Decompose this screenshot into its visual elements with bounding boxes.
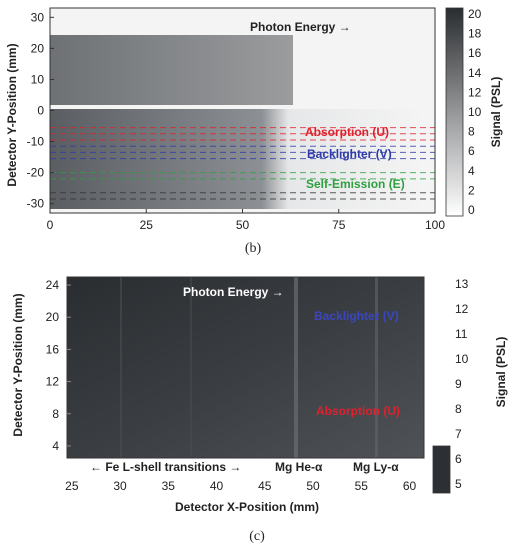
panel-b-colorbar-tick-label: 16: [468, 46, 482, 60]
panel-b-x-tick-label: 0: [47, 218, 54, 232]
panel-c-mg-ly-alpha-label: Mg Ly-α: [353, 460, 399, 474]
panel-b-y-tick-label: 30: [31, 10, 45, 24]
panel-b-x-tick-label: 100: [425, 218, 445, 232]
panel-c-colorbar-ticks: 5 6 7 8 9 10 11 12 13: [455, 277, 469, 491]
panel-b-y-tick-label: 0: [37, 104, 44, 118]
panel-b-ticks: 0 25 50 75 100 -30 -20 -10 0 10 20 30: [27, 10, 446, 232]
panel-c-colorbar-tick-label: 9: [455, 377, 462, 391]
panel-c-y-tick-label: 20: [46, 310, 60, 324]
panel-c-y-tick-label: 4: [52, 439, 59, 453]
panel-b-colorbar-tick-label: 18: [468, 27, 482, 41]
mg-ly-alpha-line: [375, 277, 378, 458]
panel-c-y-tick-label: 12: [46, 375, 60, 389]
panel-b-x-tick-label: 50: [236, 218, 250, 232]
panel-b-colorbar-tick-label: 10: [468, 105, 482, 119]
panel-c-x-tick-label: 60: [403, 479, 417, 493]
panel-c-colorbar-tick-label: 13: [455, 277, 469, 291]
panel-b-photon-energy-label: Photon Energy →: [250, 20, 351, 34]
panel-b-x-tick-label: 75: [332, 218, 346, 232]
panel-b-self-emission-label: Self-Emission (E): [306, 177, 405, 191]
faint-streak: [120, 277, 122, 458]
panel-b-dashed-lines: [50, 127, 435, 200]
panel-c-fe-l-shell-label: ← Fe L-shell transitions →: [90, 460, 241, 474]
panel-c-colorbar-tick-label: 11: [455, 327, 468, 341]
panel-b-absorption-label: Absorption (U): [305, 125, 389, 139]
panel-b-colorbar-tick-label: 2: [468, 183, 475, 197]
panel-c-ylabel: Detector Y-Position (mm): [11, 293, 25, 436]
panel-c-colorbar-tick-label: 6: [455, 452, 462, 466]
panel-b-ylabel: Detector Y-Position (mm): [5, 43, 19, 186]
panel-c-colorbar-tick-label: 7: [455, 427, 462, 441]
panel-c-emission-lines: [120, 277, 378, 458]
panel-b-colorbar-tick-label: 12: [468, 85, 482, 99]
panel-c-plot-frame: [66, 276, 425, 459]
mg-he-alpha-line: [294, 277, 298, 458]
panel-b-colorbar-tick-label: 14: [468, 66, 482, 80]
panel-b-colorbar-tick-label: 0: [468, 203, 475, 217]
panel-c-image: [67, 277, 424, 458]
faint-streak: [190, 277, 192, 458]
panel-b-colorbar-ticks: 0 2 4 6 8 10 12 14 16 18 20: [468, 7, 482, 217]
panel-c-x-tick-label: 30: [113, 479, 127, 493]
panel-b-y-tick-label: 10: [31, 72, 45, 86]
panel-c-x-tick-label: 25: [65, 479, 79, 493]
panel-c-x-tick-label: 55: [355, 479, 369, 493]
panel-c-x-tick-label: 50: [306, 479, 320, 493]
panel-c-colorbar-tick-label: 10: [455, 352, 469, 366]
panel-b-colorbar-tick-label: 4: [468, 164, 475, 178]
panel-c-x-tick-label: 45: [258, 479, 272, 493]
panel-c-colorbar-label: Signal (PSL): [494, 337, 508, 408]
panel-c-y-tick-label: 8: [52, 407, 59, 421]
panel-c-x-tick-label: 35: [162, 479, 176, 493]
panel-c-colorbar-tick-label: 12: [455, 302, 469, 316]
panel-b-y-tick-label: -10: [27, 135, 45, 149]
panel-b-backlighter-label: Backlighter (V): [307, 147, 392, 161]
panel-b-image: [50, 35, 435, 209]
panel-b-y-tick-label: 20: [31, 41, 45, 55]
panel-b-x-tick-label: 25: [140, 218, 154, 232]
panel-c-photon-energy-label: Photon Energy →: [183, 285, 284, 299]
panel-c-x-tick-label: 40: [210, 479, 224, 493]
panel-b-caption: (b): [245, 241, 262, 256]
panel-b-colorbar: [445, 7, 464, 217]
panel-c-y-tick-label: 16: [46, 342, 60, 356]
panel-c: 25 30 35 40 45 50 55 60 4 8 12 16 20 24 Detector Y-Po…: [11, 276, 508, 544]
panel-b-upper-band: [50, 35, 293, 105]
panel-b-y-tick-label: -30: [27, 197, 45, 211]
panel-b-colorbar-tick-label: 20: [468, 7, 482, 21]
panel-c-colorbar: [432, 445, 451, 494]
panel-c-ticks: 25 30 35 40 45 50 55 60 4 8 12 16 20 24: [46, 278, 417, 493]
panel-c-backlighter-label: Backlighter (V): [314, 309, 399, 323]
panel-b-colorbar-label: Signal (PSL): [489, 77, 503, 148]
panel-b-y-tick-label: -20: [27, 166, 45, 180]
panel-c-mg-he-alpha-label: Mg He-α: [275, 460, 323, 474]
panel-c-caption: (c): [249, 529, 265, 544]
panel-c-xlabel: Detector X-Position (mm): [175, 500, 319, 514]
panel-c-colorbar-tick-label: 5: [455, 477, 462, 491]
panel-c-colorbar-tick-label: 8: [455, 402, 462, 416]
panel-b-colorbar-tick-label: 8: [468, 125, 475, 139]
panel-c-absorption-label: Absorption (U): [316, 404, 400, 418]
panel-b-colorbar-tick-label: 6: [468, 144, 475, 158]
panel-c-y-tick-label: 24: [46, 278, 60, 292]
